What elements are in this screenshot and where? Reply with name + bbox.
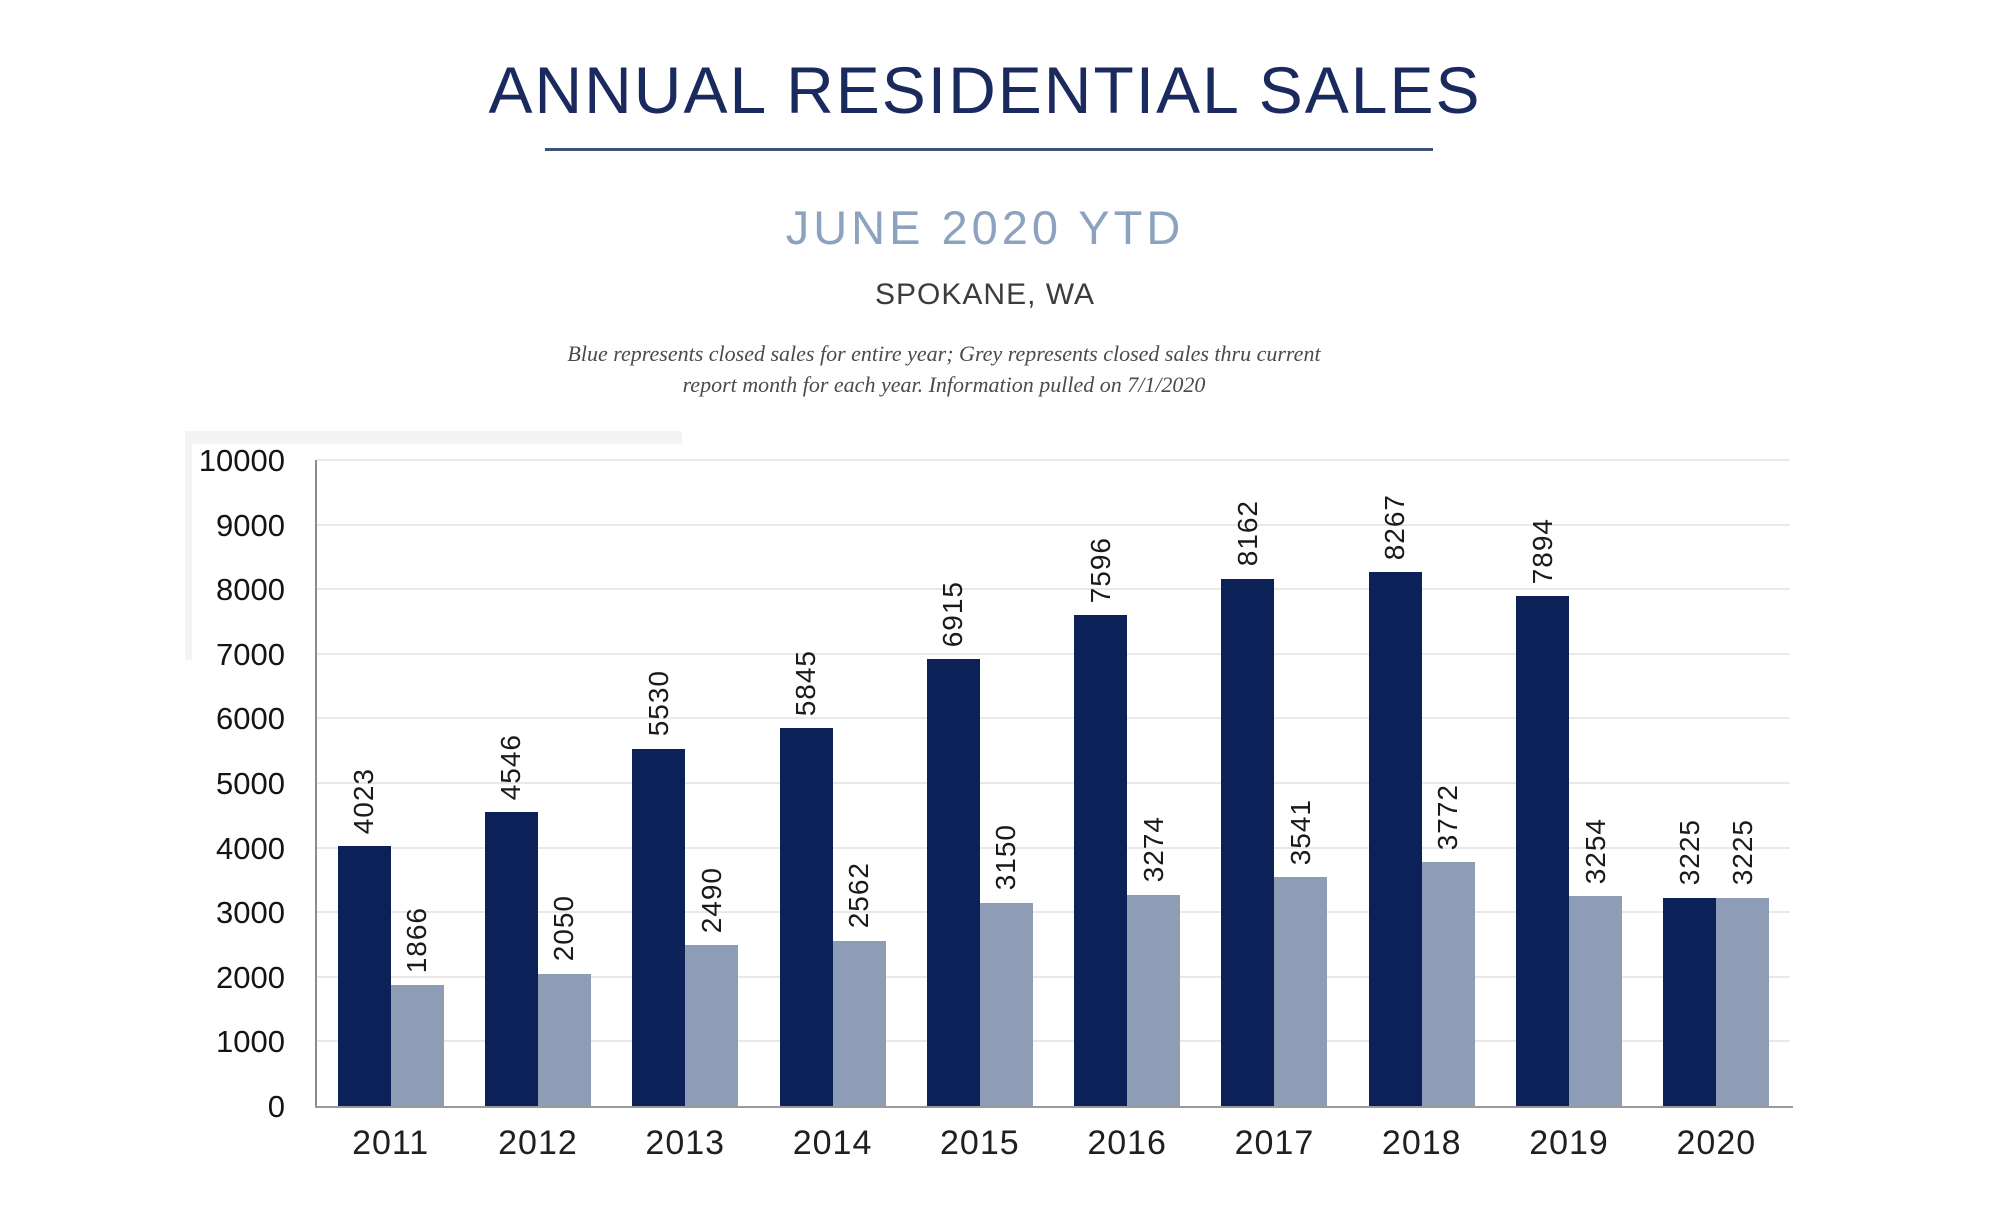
gridline-1000 bbox=[317, 1040, 1790, 1043]
bar-2012-full-year: 4546 bbox=[484, 734, 538, 1106]
y-tick-label-2000: 2000 bbox=[216, 959, 285, 995]
x-axis-line bbox=[315, 1106, 1793, 1108]
bar-group-2020: 3225 3225 bbox=[1643, 460, 1790, 1106]
bar-group-2016: 7596 3274 bbox=[1053, 460, 1200, 1106]
bar-group-2013: 5530 2490 bbox=[612, 460, 759, 1106]
bar-value-label: 2562 bbox=[843, 862, 875, 929]
bar-group-2019: 7894 3254 bbox=[1495, 460, 1642, 1106]
bar-2018-full-year: 8267 bbox=[1368, 494, 1422, 1106]
gridline-4000 bbox=[317, 846, 1790, 849]
x-tick-label-2017: 2017 bbox=[1234, 1124, 1315, 1162]
bars-layer: 4023 1866 4546 2050 5530 2490 5845 2562 6915 3150… bbox=[317, 460, 1790, 1106]
gridline-6000 bbox=[317, 717, 1790, 720]
bar-2017-full-year: 8162 bbox=[1221, 500, 1275, 1106]
x-tick-label-2013: 2013 bbox=[645, 1124, 726, 1162]
bar-value-label: 3274 bbox=[1137, 816, 1169, 883]
bar-value-label: 1866 bbox=[401, 907, 433, 974]
bar-value-label: 3225 bbox=[1673, 819, 1705, 886]
x-tick-label-2012: 2012 bbox=[498, 1124, 578, 1162]
legend-note-line-2: report month for each year. Information … bbox=[682, 372, 1206, 397]
gridline-10000 bbox=[317, 459, 1790, 461]
x-tick-label-2014: 2014 bbox=[792, 1124, 873, 1162]
x-axis-labels: 2011 2012 2013 2014 2015 2016 2017 2018 2019 2020 bbox=[317, 1124, 1790, 1163]
bar-2013-full-year: 5530 bbox=[632, 670, 686, 1106]
bar-value-label: 3254 bbox=[1579, 817, 1611, 884]
bar-2019-ytd: 3254 bbox=[1569, 818, 1623, 1106]
x-tick-label-2015: 2015 bbox=[940, 1124, 1020, 1162]
y-tick-label-5000: 5000 bbox=[216, 766, 285, 801]
bar-value-label: 2490 bbox=[695, 866, 727, 934]
bar-2011-full-year: 4023 bbox=[337, 768, 391, 1106]
report-location: SPOKANE, WA bbox=[875, 278, 1095, 311]
y-tick-label-1000: 1000 bbox=[216, 1024, 285, 1060]
bar-2020-ytd: 3225 bbox=[1716, 819, 1770, 1106]
bar-2018-ytd: 3772 bbox=[1421, 784, 1475, 1106]
bar-value-label: 2050 bbox=[548, 895, 580, 962]
title-underline bbox=[545, 148, 1433, 151]
background-artifact-left bbox=[185, 431, 192, 660]
bar-group-2011: 4023 1866 bbox=[317, 460, 464, 1106]
x-tick-label-2020: 2020 bbox=[1676, 1124, 1757, 1162]
gridline-7000 bbox=[317, 652, 1790, 655]
bar-value-label: 5530 bbox=[642, 670, 674, 737]
legend-note: Blue represents closed sales for entire … bbox=[344, 338, 1544, 400]
report-period-subtitle: JUNE 2020 YTD bbox=[785, 201, 1185, 254]
plot-area: 4023 1866 4546 2050 5530 2490 5845 2562 6915 3150… bbox=[317, 459, 1790, 1106]
y-tick-label-4000: 4000 bbox=[216, 830, 285, 866]
y-tick-label-3000: 3000 bbox=[216, 895, 285, 931]
bar-value-label: 7894 bbox=[1526, 517, 1558, 585]
gridline-3000 bbox=[317, 911, 1790, 914]
gridline-5000 bbox=[317, 782, 1790, 784]
gridline-2000 bbox=[317, 975, 1790, 978]
bar-2020-full-year: 3225 bbox=[1663, 819, 1717, 1106]
legend-note-line-1: Blue represents closed sales for entire … bbox=[567, 341, 1321, 366]
bar-value-label: 3772 bbox=[1432, 784, 1464, 851]
bar-value-label: 8162 bbox=[1231, 500, 1263, 567]
y-tick-label-10000: 10000 bbox=[198, 443, 285, 478]
x-tick-label-2016: 2016 bbox=[1087, 1124, 1167, 1162]
bar-2015-full-year: 6915 bbox=[926, 581, 980, 1106]
x-tick-label-2011: 2011 bbox=[352, 1124, 430, 1162]
bar-value-label: 7596 bbox=[1084, 537, 1116, 604]
gridline-9000 bbox=[317, 523, 1790, 526]
bar-2015-ytd: 3150 bbox=[979, 824, 1033, 1106]
bar-value-label: 3225 bbox=[1726, 819, 1758, 886]
bar-value-label: 6915 bbox=[937, 581, 969, 648]
y-tick-label-0: 0 bbox=[267, 1089, 285, 1124]
bar-group-2017: 8162 3541 bbox=[1201, 460, 1348, 1106]
gridline-8000 bbox=[317, 588, 1790, 591]
bar-2011-ytd: 1866 bbox=[390, 907, 444, 1106]
bar-value-label: 3541 bbox=[1284, 798, 1316, 866]
bar-value-label: 5845 bbox=[790, 650, 822, 717]
bar-value-label: 3150 bbox=[990, 824, 1022, 891]
y-tick-label-7000: 7000 bbox=[216, 636, 285, 672]
bar-2012-ytd: 2050 bbox=[537, 895, 591, 1106]
bar-value-label: 8267 bbox=[1379, 493, 1411, 560]
bar-2019-full-year: 7894 bbox=[1516, 518, 1570, 1106]
bar-2016-full-year: 7596 bbox=[1074, 537, 1128, 1106]
page-title: ANNUAL RESIDENTIAL SALES bbox=[488, 53, 1482, 127]
bar-2014-full-year: 5845 bbox=[779, 650, 833, 1106]
bar-value-label: 4546 bbox=[495, 734, 527, 801]
y-tick-label-6000: 6000 bbox=[216, 701, 285, 737]
bar-group-2018: 8267 3772 bbox=[1348, 460, 1495, 1106]
bar-2017-ytd: 3541 bbox=[1274, 799, 1328, 1106]
bar-group-2015: 6915 3150 bbox=[906, 460, 1053, 1106]
x-tick-label-2018: 2018 bbox=[1381, 1124, 1462, 1162]
bar-2016-ytd: 3274 bbox=[1127, 816, 1181, 1106]
bar-2014-ytd: 2562 bbox=[832, 862, 886, 1106]
bar-2013-ytd: 2490 bbox=[685, 867, 739, 1106]
x-tick-label-2019: 2019 bbox=[1529, 1124, 1609, 1162]
bar-group-2012: 4546 2050 bbox=[464, 460, 611, 1106]
y-tick-label-9000: 9000 bbox=[216, 507, 285, 543]
bar-value-label: 4023 bbox=[348, 767, 380, 835]
y-axis-line bbox=[315, 460, 317, 1108]
background-artifact-top bbox=[185, 431, 682, 444]
bar-group-2014: 5845 2562 bbox=[759, 460, 906, 1106]
y-tick-label-8000: 8000 bbox=[216, 572, 285, 608]
